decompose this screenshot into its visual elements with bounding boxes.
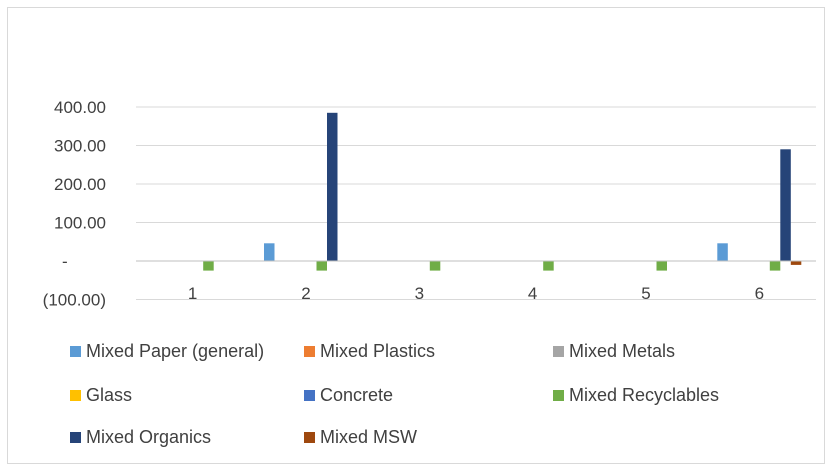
- legend-label: Mixed Metals: [569, 341, 676, 361]
- x-axis-ticks: 1 2 3 4 5 6: [188, 284, 764, 303]
- legend-label: Mixed MSW: [320, 427, 418, 447]
- legend-swatch: [70, 432, 81, 443]
- bar: [203, 261, 214, 271]
- legend-swatch: [304, 432, 315, 443]
- y-tick-label: (100.00): [43, 291, 106, 310]
- x-tick-label: 1: [188, 284, 197, 303]
- bar: [780, 149, 791, 261]
- legend-label: Concrete: [320, 385, 394, 405]
- legend-swatch: [70, 346, 81, 357]
- y-tick-label: 100.00: [54, 214, 106, 233]
- bars: [203, 112, 802, 271]
- chart-frame: [7, 7, 825, 464]
- legend-item: Mixed Organics: [70, 427, 211, 448]
- y-tick-label: 300.00: [54, 137, 106, 156]
- y-tick-label: 200.00: [54, 175, 106, 194]
- bar: [656, 261, 667, 271]
- x-tick-label: 3: [415, 284, 424, 303]
- bar: [327, 112, 338, 261]
- legend-swatch: [70, 390, 81, 401]
- bar: [717, 243, 728, 261]
- legend-item: Mixed Recyclables: [553, 385, 719, 406]
- legend-item: Mixed Metals: [553, 341, 675, 362]
- legend-item: Mixed MSW: [304, 427, 417, 448]
- gridlines: [136, 106, 816, 300]
- legend-label: Mixed Recyclables: [569, 385, 720, 405]
- x-tick-label: 6: [755, 284, 764, 303]
- bar: [543, 261, 554, 271]
- legend-swatch: [304, 390, 315, 401]
- y-tick-label: -: [62, 252, 68, 271]
- legend-label: Mixed Paper (general): [86, 341, 265, 361]
- legend-swatch: [304, 346, 315, 357]
- legend-swatch: [553, 390, 564, 401]
- legend-item: Concrete: [304, 385, 393, 406]
- x-tick-label: 5: [641, 284, 650, 303]
- legend-item: Mixed Paper (general): [70, 341, 264, 362]
- legend-label: Mixed Plastics: [320, 341, 436, 361]
- legend-label: Mixed Organics: [86, 427, 212, 447]
- y-axis-ticks: (100.00) - 100.00 200.00 300.00 400.00: [43, 98, 106, 310]
- legend-label: Glass: [86, 385, 133, 405]
- bar: [769, 261, 781, 271]
- bar: [429, 261, 441, 271]
- bar: [316, 261, 327, 271]
- bar: [264, 243, 275, 261]
- legend-item: Glass: [70, 385, 132, 406]
- bar: [790, 261, 802, 265]
- legend-item: Mixed Plastics: [304, 341, 435, 362]
- x-tick-label: 2: [301, 284, 310, 303]
- x-tick-label: 4: [528, 284, 537, 303]
- y-tick-label: 400.00: [54, 98, 106, 117]
- legend-swatch: [553, 346, 564, 357]
